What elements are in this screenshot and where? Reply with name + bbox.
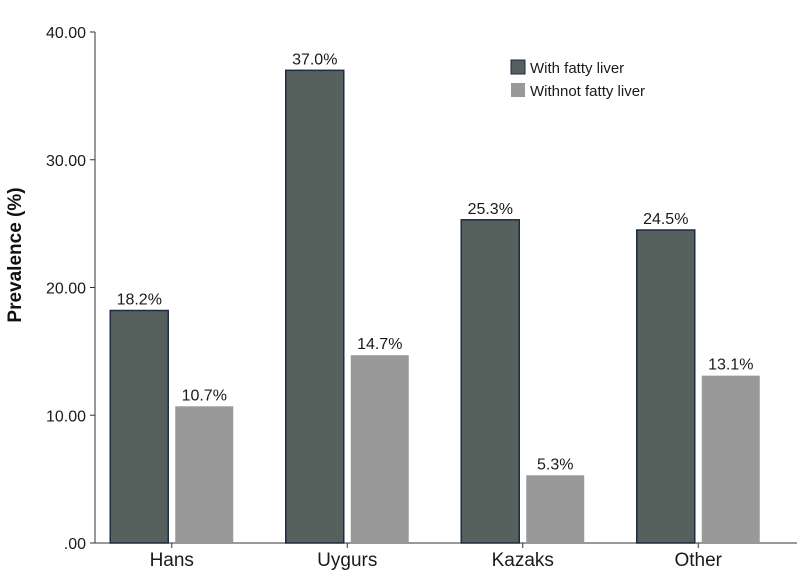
- chart-axes: .00 10.00 20.00 30.00 40.00 Hans Uygurs Kazaks O…: [46, 25, 797, 571]
- y-tick-label: 30.00: [46, 153, 86, 170]
- bar-with-fatty-liver-kazaks: [460, 219, 520, 544]
- data-label-withnot-fatty-liver-uygurs: 14.7%: [357, 336, 402, 353]
- legend-swatch-with-fatty-liver: [510, 59, 526, 75]
- legend-label-with-fatty-liver: With fatty liver: [530, 60, 624, 77]
- bar-with-fatty-liver-other: [636, 229, 696, 544]
- x-tick-label-kazaks: Kazaks: [492, 550, 554, 571]
- bar-withnot-fatty-liver-hans: [175, 406, 234, 543]
- y-tick-label: 20.00: [46, 281, 86, 298]
- chart-data-labels: 18.2% 10.7% 37.0% 14.7% 25.3% 5.3% 24.5% 13.1%: [117, 51, 754, 473]
- data-label-with-fatty-liver-hans: 18.2%: [117, 291, 162, 308]
- legend: With fatty liver Withnot fatty liver: [510, 59, 645, 100]
- data-label-with-fatty-liver-kazaks: 25.3%: [468, 201, 513, 218]
- bar-withnot-fatty-liver-uygurs: [350, 355, 409, 543]
- data-label-withnot-fatty-liver-other: 13.1%: [708, 357, 753, 374]
- data-label-withnot-fatty-liver-kazaks: 5.3%: [537, 456, 573, 473]
- legend-swatch-withnot-fatty-liver: [511, 83, 525, 97]
- chart-bars: [109, 69, 760, 544]
- bar-with-fatty-liver-uygurs: [285, 69, 345, 544]
- data-label-withnot-fatty-liver-hans: 10.7%: [182, 387, 227, 404]
- data-label-with-fatty-liver-other: 24.5%: [643, 211, 688, 228]
- y-tick-label: 10.00: [46, 408, 86, 425]
- x-tick-label-other: Other: [674, 550, 722, 571]
- x-tick-label-hans: Hans: [150, 550, 194, 571]
- x-tick-label-uygurs: Uygurs: [317, 550, 377, 571]
- data-label-with-fatty-liver-uygurs: 37.0%: [292, 51, 337, 68]
- y-tick-label: 40.00: [46, 25, 86, 42]
- legend-label-withnot-fatty-liver: Withnot fatty liver: [530, 83, 645, 100]
- bar-with-fatty-liver-hans: [109, 309, 169, 544]
- y-axis-title: Prevalence (%): [5, 187, 26, 322]
- bar-withnot-fatty-liver-kazaks: [526, 475, 585, 543]
- y-tick-label: .00: [64, 536, 86, 553]
- bar-withnot-fatty-liver-other: [701, 375, 760, 543]
